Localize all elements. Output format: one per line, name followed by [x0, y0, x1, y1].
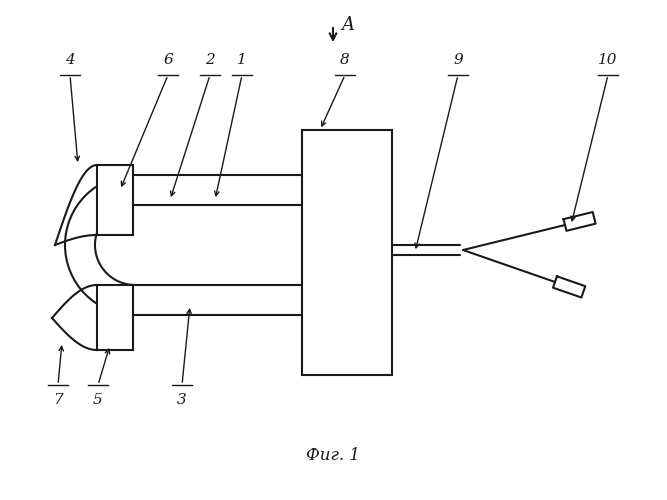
Text: 8: 8	[340, 53, 350, 67]
Text: 5: 5	[93, 393, 103, 407]
Text: 7: 7	[53, 393, 63, 407]
Bar	[97, 165, 133, 235]
Text: 3: 3	[177, 393, 187, 407]
Bar	[302, 130, 392, 375]
Text: 9: 9	[453, 53, 463, 67]
Text: 2: 2	[205, 53, 215, 67]
Text: 4: 4	[65, 53, 75, 67]
Bar	[97, 285, 133, 350]
Text: 10: 10	[598, 53, 618, 67]
Text: 6: 6	[163, 53, 173, 67]
Text: 1: 1	[237, 53, 247, 67]
Text: A: A	[341, 16, 354, 34]
Text: Фиг. 1: Фиг. 1	[306, 446, 360, 464]
